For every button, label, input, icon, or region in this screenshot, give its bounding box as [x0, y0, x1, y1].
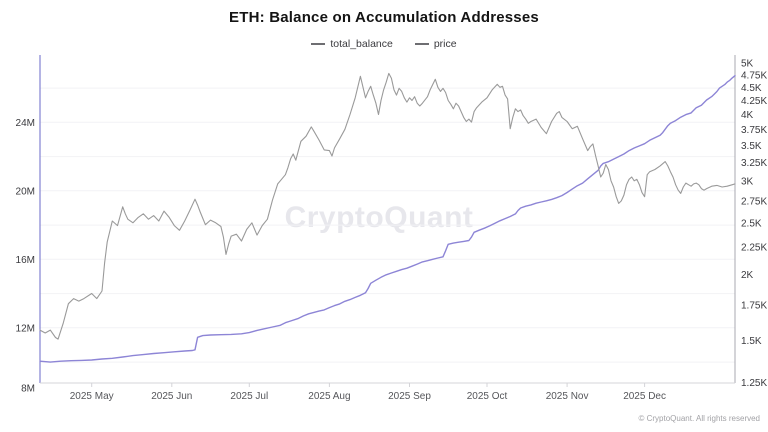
y-axis-right-tick-label: 1.75K	[741, 301, 767, 312]
x-axis-tick-label: 2025 Nov	[546, 391, 589, 402]
x-axis-tick-label: 2025 Oct	[467, 391, 508, 402]
y-axis-right-tick-label: 2.25K	[741, 243, 767, 254]
y-axis-right-tick-label: 1.25K	[741, 378, 767, 389]
y-axis-left-tick-label: 12M	[16, 323, 35, 334]
y-axis-right-tick-label: 3.5K	[741, 141, 762, 152]
y-axis-left-tick-label: 24M	[16, 118, 35, 129]
total-balance-line-marker-icon	[311, 43, 326, 45]
y-axis-right-tick-label: 3.75K	[741, 125, 767, 136]
y-axis-left-tick-label: 16M	[16, 255, 35, 266]
chart-title: ETH: Balance on Accumulation Addresses	[229, 9, 539, 26]
x-axis-tick-label: 2025 Sep	[388, 391, 431, 402]
x-axis-tick-label: 2025 Dec	[623, 391, 666, 402]
y-axis-right-tick-label: 1.5K	[741, 336, 762, 347]
legend-item-total-balance[interactable]: total_balance	[311, 38, 393, 50]
series-line-total_balance	[39, 74, 736, 363]
y-axis-right-tick-label: 4.5K	[741, 83, 762, 94]
y-axis-left-tick-label: 20M	[16, 186, 35, 197]
x-axis-tick-label: 2025 Aug	[308, 391, 350, 402]
x-axis-tick-label: 2025 Jun	[151, 391, 192, 402]
y-axis-right-tick-label: 4K	[741, 110, 754, 121]
x-axis-tick-label: 2025 Jul	[230, 391, 268, 402]
legend-item-price[interactable]: price	[414, 38, 457, 50]
price-line-marker-icon	[414, 43, 429, 45]
y-axis-left-tick-label: 8M	[21, 384, 35, 395]
series-line-price	[39, 72, 736, 340]
y-axis-right-tick-label: 2.5K	[741, 218, 762, 229]
legend-label: price	[433, 38, 457, 50]
y-axis-right-tick-label: 4.25K	[741, 96, 767, 107]
y-axis-right-tick-label: 3K	[741, 176, 754, 187]
y-axis-right-tick-label: 4.75K	[741, 70, 767, 81]
y-axis-right-tick-label: 2K	[741, 270, 754, 281]
y-axis-right-tick-label: 3.25K	[741, 158, 767, 169]
legend-label: total_balance	[330, 38, 393, 50]
x-axis-tick-label: 2025 May	[70, 391, 114, 402]
y-axis-right-tick-label: 2.75K	[741, 196, 767, 207]
y-axis-right-tick-label: 5K	[741, 59, 754, 70]
cryptoquant-watermark: CryptoQuant	[284, 201, 474, 234]
chart-legend: total_balance price	[0, 38, 768, 50]
copyright-notice: © CryptoQuant. All rights reserved	[638, 414, 761, 423]
